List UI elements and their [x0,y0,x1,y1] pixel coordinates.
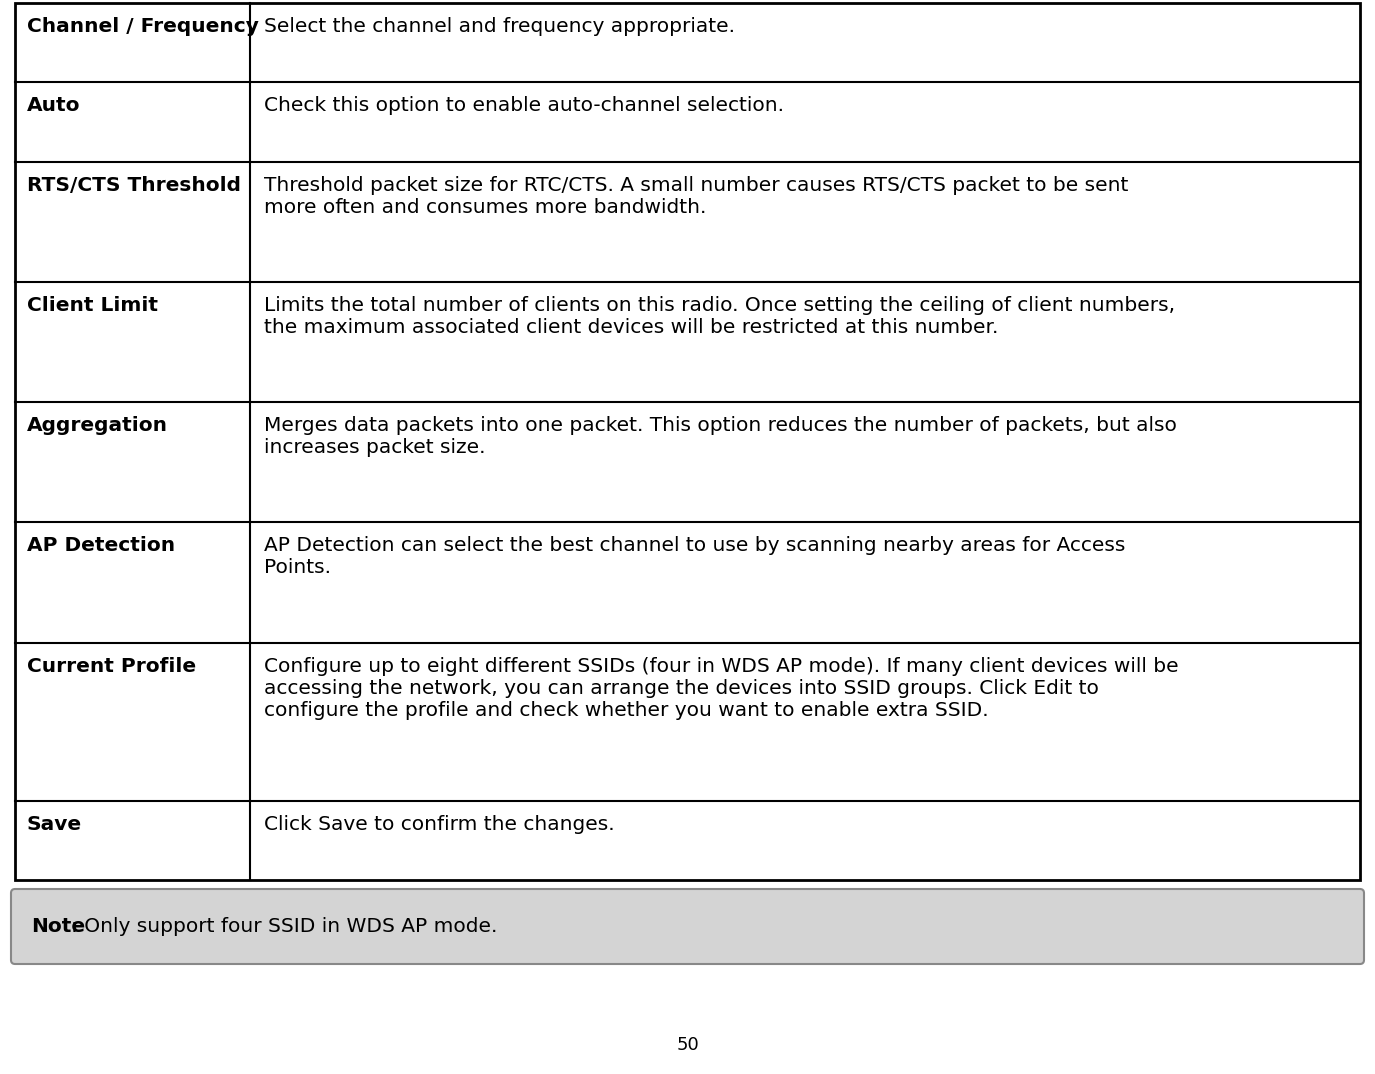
Text: accessing the network, you can arrange the devices into SSID groups. Click Edit : accessing the network, you can arrange t… [264,679,1099,698]
Text: Click Save to confirm the changes.: Click Save to confirm the changes. [264,814,615,833]
Text: Threshold packet size for RTC/CTS. A small number causes RTS/CTS packet to be se: Threshold packet size for RTC/CTS. A sma… [264,176,1129,194]
Text: Auto: Auto [28,97,81,115]
Text: the maximum associated client devices will be restricted at this number.: the maximum associated client devices wi… [264,318,998,337]
Text: Select the channel and frequency appropriate.: Select the channel and frequency appropr… [264,17,736,37]
Text: configure the profile and check whether you want to enable extra SSID.: configure the profile and check whether … [264,700,989,720]
Bar [15,3,1360,880]
Text: Client Limit: Client Limit [28,296,158,315]
Text: AP Detection: AP Detection [28,537,175,555]
Text: RTS/CTS Threshold: RTS/CTS Threshold [28,176,241,194]
Text: AP Detection can select the best channel to use by scanning nearby areas for Acc: AP Detection can select the best channel… [264,537,1126,555]
Text: 50: 50 [676,1036,698,1054]
Text: Current Profile: Current Profile [28,656,197,676]
Text: Configure up to eight different SSIDs (four in WDS AP mode). If many client devi: Configure up to eight different SSIDs (f… [264,656,1178,676]
Text: increases packet size.: increases packet size. [264,438,485,458]
Text: Limits the total number of clients on this radio. Once setting the ceiling of cl: Limits the total number of clients on th… [264,296,1176,315]
Text: Points.: Points. [264,558,331,578]
Text: Note: Note [32,917,85,937]
Text: more often and consumes more bandwidth.: more often and consumes more bandwidth. [264,198,707,217]
Text: Aggregation: Aggregation [28,417,168,435]
Text: Channel / Frequency: Channel / Frequency [28,17,258,37]
FancyBboxPatch shape [11,889,1364,964]
Text: Check this option to enable auto-channel selection.: Check this option to enable auto-channel… [264,97,784,115]
Text: : Only support four SSID in WDS AP mode.: : Only support four SSID in WDS AP mode. [72,917,498,937]
Text: Save: Save [28,814,82,833]
Text: Merges data packets into one packet. This option reduces the number of packets, : Merges data packets into one packet. Thi… [264,417,1177,435]
